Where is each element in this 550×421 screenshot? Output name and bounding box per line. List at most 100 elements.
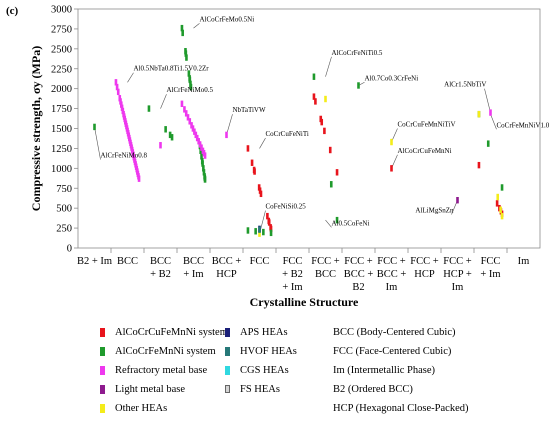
x-tick-label-line: HCP + xyxy=(443,269,472,280)
data-point-alcocrfemnni xyxy=(181,29,184,37)
x-tick-label: FCC + BCC + B2 xyxy=(344,256,374,293)
data-point-alcocrfemnni xyxy=(486,140,490,147)
x-tick-label-line: FCC + xyxy=(410,256,438,267)
data-point-alcocrcufemnni xyxy=(335,169,339,176)
legend-label: AlCoCrCuFeMnNi system xyxy=(115,326,228,338)
data-point-other xyxy=(499,206,502,213)
data-point-alcocrfemnni xyxy=(246,227,250,234)
x-tick-label: FCC + BCC xyxy=(311,256,339,280)
data-point-alcocrfemnni xyxy=(335,216,339,224)
x-tick-label-line: Im xyxy=(452,282,464,293)
data-point-alcocrfemnni xyxy=(269,229,273,237)
x-tick-label-line: FCC + xyxy=(344,256,372,267)
data-point-alcocrfemnni xyxy=(254,228,257,235)
legend-swatch xyxy=(100,346,105,356)
y-tick-label: 1500 xyxy=(51,124,72,135)
data-point-alcocrfemnni xyxy=(200,153,203,160)
annotation-label: Al0.7Co0.3CrFeNi xyxy=(365,74,419,82)
annotation-leader xyxy=(94,126,101,160)
legend-label: BCC (Body-Centered Cubic) xyxy=(333,326,456,338)
legend-label: AlCoCrFeMnNi system xyxy=(115,345,216,357)
y-tick-label: 2250 xyxy=(51,64,72,75)
data-point-alcocrfemnni xyxy=(203,176,207,183)
annotation-leader xyxy=(160,94,167,109)
x-tick-label-line: FCC + xyxy=(311,256,339,267)
annotation-leader xyxy=(226,114,233,135)
figure-label: (c) xyxy=(6,5,19,17)
y-tick-label: 750 xyxy=(56,184,72,195)
data-point-alcocrcufemnni xyxy=(259,190,263,198)
data-point-alcocrcufemnni xyxy=(266,212,269,220)
annotation-label: AlCoCrCuFeMnNi xyxy=(398,147,452,155)
data-point-refractory xyxy=(190,122,193,129)
data-point-other xyxy=(324,95,327,103)
x-tick-label-line: FCC xyxy=(481,256,501,267)
data-point-refractory xyxy=(203,152,207,159)
data-point-other xyxy=(496,193,500,201)
x-tick-label: BCC + HCP xyxy=(212,256,242,280)
data-point-refractory xyxy=(116,88,120,96)
annotation-label: CoCrFeMnNiV1.0 xyxy=(497,121,550,129)
x-tick-label: FCC + BCC + Im xyxy=(377,256,407,293)
data-point-alcocrfemnni xyxy=(202,165,205,172)
data-point-alcocrfemnni xyxy=(184,50,188,57)
chart-marks xyxy=(93,24,504,237)
legend-label: Im (Intermetallic Phase) xyxy=(333,364,436,376)
legend-item-refractory: Refractory metal base xyxy=(100,362,207,378)
plot-frame xyxy=(77,8,541,249)
legend-label: APS HEAs xyxy=(240,326,288,338)
legend-label: FS HEAs xyxy=(240,383,280,395)
legend-swatch xyxy=(225,327,230,337)
legend-abbreviation: FCC (Face-Centered Cubic) xyxy=(333,343,451,359)
data-point-alcocrfemnni xyxy=(187,70,191,77)
legend-label: B2 (Ordered BCC) xyxy=(333,383,413,395)
legend-item-cgs: CGS HEAs xyxy=(225,362,289,378)
data-point-alcocrfemnni xyxy=(262,228,265,236)
data-point-alcocrcufemnni xyxy=(390,165,393,172)
data-point-alcocrcufemnni xyxy=(250,159,254,166)
y-tick-label: 0 xyxy=(67,244,72,255)
x-tick-label: FCC + HCP xyxy=(410,256,438,280)
x-tick-label-line: + Im xyxy=(183,269,203,280)
annotation-label: AlLiMgSnZn xyxy=(415,207,454,215)
legend-swatch xyxy=(225,346,230,356)
data-point-alcocrfemnni xyxy=(93,123,96,131)
x-tick-label-line: + B2 xyxy=(150,269,171,280)
legend-item-fs: FS HEAs xyxy=(225,381,280,397)
x-tick-label-line: BCC + xyxy=(377,269,407,280)
data-point-alcocrcufemnni xyxy=(314,98,317,105)
data-point-refractory xyxy=(191,125,195,132)
data-point-refractory xyxy=(159,142,162,149)
data-point-alcocrcufemnni xyxy=(312,93,316,100)
annotation-label: CoFeNiSi0.25 xyxy=(266,203,307,211)
data-point-alcocrcufemnni xyxy=(328,146,332,154)
data-point-alcocrcufemnni xyxy=(323,127,326,135)
x-tick-label: FCC + HCP + Im xyxy=(443,256,472,293)
legend-swatch xyxy=(100,384,105,394)
legend: AlCoCrCuFeMnNi system AlCoCrFeMnNi system… xyxy=(100,324,540,419)
legend-abbreviation: B2 (Ordered BCC) xyxy=(333,381,413,397)
data-point-alcocrfemnni xyxy=(189,83,193,91)
legend-label: HVOF HEAs xyxy=(240,345,297,357)
x-tick-label-line: FCC xyxy=(250,256,270,267)
data-point-refractory xyxy=(194,131,198,139)
legend-swatch xyxy=(100,403,105,413)
data-point-alcocrfemnni xyxy=(185,54,188,61)
x-tick-label-line: FCC + xyxy=(443,256,471,267)
chart-svg: 0 250 500 750 1000 1250 1500 1750 2000 2250 2500 27… xyxy=(6,5,550,310)
data-point-refractory xyxy=(200,144,203,151)
x-tick-label: BCC + B2 xyxy=(150,256,171,280)
legend-item-alcocrfemnni: AlCoCrFeMnNi system xyxy=(100,343,216,359)
data-point-other xyxy=(258,230,261,237)
data-point-other xyxy=(477,110,481,118)
data-point-alcocrfemnni xyxy=(164,126,167,133)
legend-label: Refractory metal base xyxy=(115,364,208,376)
legend-label: FCC (Face-Centered Cubic) xyxy=(333,345,452,357)
x-tick-label-line: B2 xyxy=(352,282,364,293)
chart-labels: 0 250 500 750 1000 1250 1500 1750 2000 2250 2500 27… xyxy=(6,5,550,310)
annotation-label: AlCoCrFeNiTi0.5 xyxy=(332,49,383,57)
y-tick-label: 1000 xyxy=(51,164,72,175)
data-point-refractory xyxy=(489,109,492,116)
data-point-alcocrcufemnni xyxy=(495,200,499,207)
data-point-alcocrfemnni xyxy=(147,105,151,112)
